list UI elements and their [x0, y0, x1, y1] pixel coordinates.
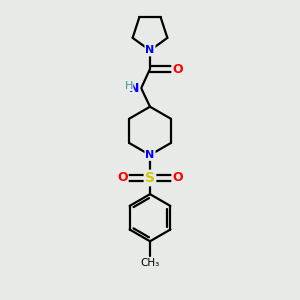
Text: S: S [145, 171, 155, 185]
Text: O: O [172, 62, 183, 76]
Text: N: N [146, 46, 154, 56]
Text: N: N [129, 82, 140, 95]
Text: O: O [117, 172, 128, 184]
Text: O: O [172, 172, 183, 184]
Text: H: H [124, 81, 133, 91]
Text: CH₃: CH₃ [140, 258, 160, 268]
Text: N: N [146, 150, 154, 160]
